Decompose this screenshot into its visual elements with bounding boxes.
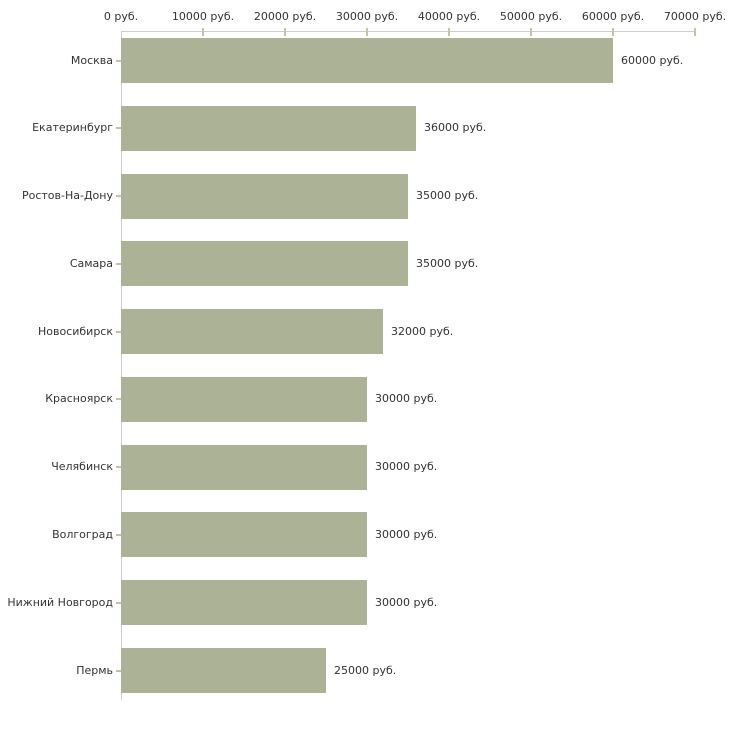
value-label: 32000 руб. [391,324,454,338]
value-label: 36000 руб. [424,121,487,135]
x-tick-mark [202,28,204,36]
bar [121,376,367,422]
x-tick-label: 40000 руб. [417,10,481,23]
x-tick-label: 70000 руб. [663,10,727,23]
y-tick-mark [116,398,121,401]
x-axis-line [121,31,696,32]
value-label: 35000 руб. [416,189,479,203]
bar [121,38,613,83]
value-label: 35000 руб. [416,256,479,270]
y-tick-mark [116,533,121,536]
category-label: Новосибирск [37,324,113,338]
category-label: Пермь [76,663,113,677]
x-tick-mark [284,28,286,36]
x-tick-mark [530,28,532,36]
bar [121,241,408,287]
x-tick-label: 30000 руб. [335,10,399,23]
x-tick-label: 0 руб. [103,10,139,23]
bar [121,309,383,355]
y-tick-mark [116,466,121,469]
value-label: 30000 руб. [375,460,438,474]
category-label: Москва [70,53,113,67]
value-label: 30000 руб. [375,527,438,541]
category-label: Самара [69,256,113,270]
x-tick-label: 10000 руб. [171,10,235,23]
category-label: Ростов-На-Дону [21,189,113,203]
y-tick-mark [116,59,121,62]
value-label: 25000 руб. [334,663,397,677]
bar [121,105,416,151]
y-tick-mark [116,127,121,130]
x-tick-label: 50000 руб. [499,10,563,23]
bar [121,580,367,626]
x-tick-label: 60000 руб. [581,10,645,23]
category-label: Волгоград [52,527,113,541]
y-tick-mark [116,330,121,333]
x-tick-mark [448,28,450,36]
category-label: Челябинск [51,460,113,474]
y-tick-mark [116,262,121,265]
y-axis-line [121,31,122,700]
value-label: 60000 руб. [621,53,684,67]
category-label: Нижний Новгород [7,595,113,609]
bar [121,444,367,490]
category-label: Красноярск [45,392,113,406]
value-label: 30000 руб. [375,392,438,406]
value-label: 30000 руб. [375,595,438,609]
category-label: Екатеринбург [32,121,113,135]
bar [121,173,408,219]
y-tick-mark [116,195,121,198]
x-tick-label: 20000 руб. [253,10,317,23]
bar [121,512,367,558]
x-tick-mark [366,28,368,36]
bar [121,648,326,694]
y-tick-mark [116,601,121,604]
x-tick-mark [694,28,696,36]
x-tick-mark [612,28,614,36]
y-tick-mark [116,669,121,672]
